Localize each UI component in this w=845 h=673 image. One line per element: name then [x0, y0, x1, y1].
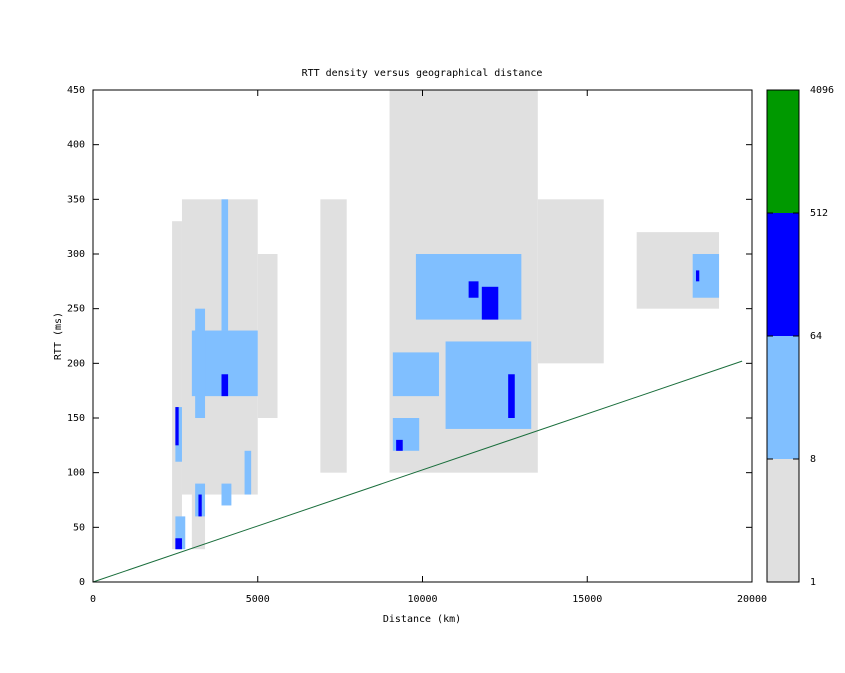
x-tick-label: 15000 [572, 594, 602, 605]
y-tick-label: 150 [67, 413, 85, 424]
colorbar-tick-label: 4096 [810, 85, 834, 96]
colorbar-tick-label: 1 [810, 577, 816, 588]
x-tick-label: 0 [90, 594, 96, 605]
density-cell [195, 308, 206, 418]
colorbar-tick-label: 512 [810, 208, 828, 219]
y-tick-label: 450 [67, 85, 85, 96]
x-tick-label: 10000 [407, 594, 437, 605]
density-cell [445, 341, 532, 429]
y-tick-label: 200 [67, 358, 85, 369]
colorbar-band [767, 90, 799, 213]
colorbar-band [767, 336, 799, 459]
density-cell [221, 483, 232, 506]
y-tick-label: 0 [79, 577, 85, 588]
density-cell [221, 374, 229, 397]
y-axis-label: RTT (ms) [53, 312, 64, 360]
density-cell [508, 374, 515, 418]
density-cell [172, 221, 182, 550]
density-cell [396, 439, 403, 451]
colorbar-band [767, 459, 799, 582]
density-cell [198, 494, 202, 517]
x-tick-label: 20000 [737, 594, 767, 605]
y-tick-label: 100 [67, 468, 85, 479]
density-cell [221, 199, 229, 331]
colorbar-band [767, 213, 799, 336]
density-cell [537, 199, 604, 364]
density-cell [175, 407, 179, 446]
density-cell [392, 352, 439, 397]
reference-line [92, 360, 743, 583]
y-tick-label: 250 [67, 304, 85, 315]
y-tick-label: 400 [67, 140, 85, 151]
x-axis-label: Distance (km) [383, 614, 461, 625]
density-cell [244, 450, 252, 495]
density-cell [481, 286, 499, 320]
colorbar-tick-label: 8 [810, 454, 816, 465]
density-cell [257, 254, 278, 418]
density-cell [320, 199, 347, 473]
colorbar-tick-label: 64 [810, 331, 822, 342]
y-tick-label: 50 [73, 522, 85, 533]
chart-title: RTT density versus geographical distance [302, 68, 543, 79]
x-tick-label: 5000 [246, 594, 270, 605]
density-cell [175, 538, 182, 550]
y-tick-label: 350 [67, 194, 85, 205]
density-cell [468, 281, 479, 298]
density-cell [695, 270, 700, 282]
density-cell [175, 516, 186, 550]
y-tick-label: 300 [67, 249, 85, 260]
